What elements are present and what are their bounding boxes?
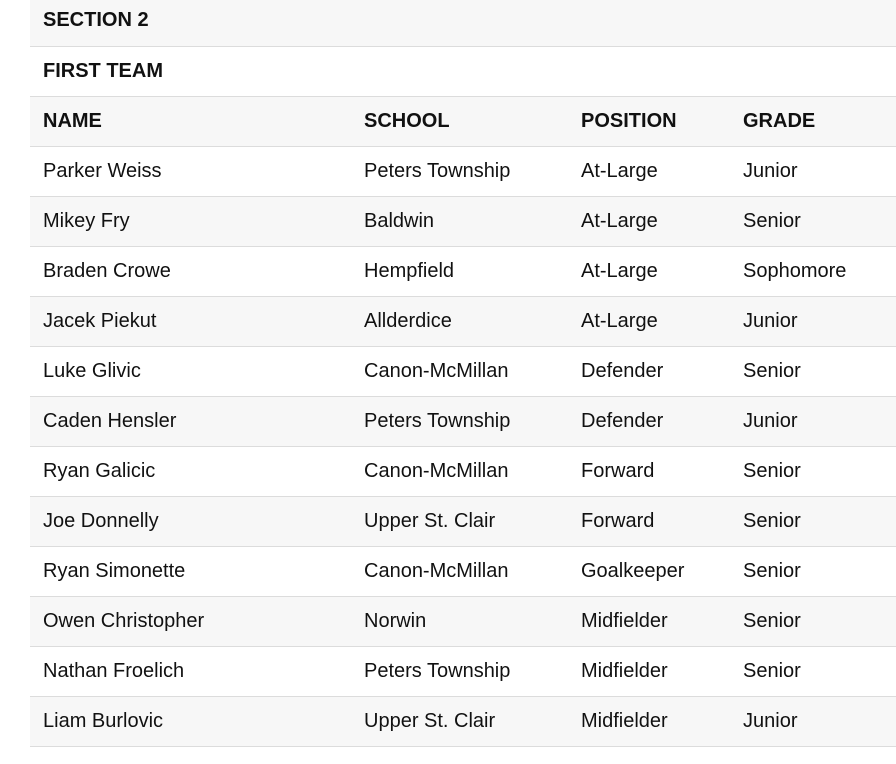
player-school: Norwin xyxy=(351,596,568,647)
player-position: Midfielder xyxy=(568,646,730,697)
player-grade: Senior xyxy=(730,196,896,247)
table-row: Caden Hensler Peters Township Defender Juni… xyxy=(30,396,896,447)
player-name: Parker Weiss xyxy=(30,146,351,197)
player-grade: Senior xyxy=(730,546,896,597)
player-name: Nathan Froelich xyxy=(30,646,351,697)
player-grade: Senior xyxy=(730,496,896,547)
player-school: Peters Township xyxy=(351,146,568,197)
player-name: Luke Glivic xyxy=(30,346,351,397)
player-name: Mikey Fry xyxy=(30,196,351,247)
player-grade: Senior xyxy=(730,596,896,647)
player-grade: Senior xyxy=(730,446,896,497)
player-position: Goalkeeper xyxy=(568,546,730,597)
player-name: Jacek Piekut xyxy=(30,296,351,347)
player-position: Forward xyxy=(568,496,730,547)
table-row: Jacek Piekut Allderdice At-Large Junior xyxy=(30,296,896,347)
player-school: Allderdice xyxy=(351,296,568,347)
player-position: Midfielder xyxy=(568,696,730,747)
table-row: Ryan Simonette Canon-McMillan Goalkeeper Se… xyxy=(30,546,896,597)
player-grade: Junior xyxy=(730,146,896,197)
player-position: Midfielder xyxy=(568,596,730,647)
table-row: Luke Glivic Canon-McMillan Defender Senior xyxy=(30,346,896,397)
header-school: SCHOOL xyxy=(351,96,568,147)
player-name: Caden Hensler xyxy=(30,396,351,447)
table-row: Ryan Galicic Canon-McMillan Forward Senior xyxy=(30,446,896,497)
player-position: Defender xyxy=(568,396,730,447)
team-title: FIRST TEAM xyxy=(30,46,896,97)
player-position: At-Large xyxy=(568,146,730,197)
player-school: Peters Township xyxy=(351,646,568,697)
player-grade: Junior xyxy=(730,296,896,347)
player-grade: Sophomore xyxy=(730,246,896,297)
header-position: POSITION xyxy=(568,96,730,147)
player-school: Canon-McMillan xyxy=(351,346,568,397)
team-row: FIRST TEAM xyxy=(30,46,896,97)
player-school: Hempfield xyxy=(351,246,568,297)
header-name: NAME xyxy=(30,96,351,147)
header-row: NAME SCHOOL POSITION GRADE xyxy=(30,96,896,147)
player-school: Canon-McMillan xyxy=(351,546,568,597)
table-row: Owen Christopher Norwin Midfielder Senior xyxy=(30,596,896,647)
table-row: Joe Donnelly Upper St. Clair Forward Senior xyxy=(30,496,896,547)
player-school: Baldwin xyxy=(351,196,568,247)
player-position: Forward xyxy=(568,446,730,497)
player-position: Defender xyxy=(568,346,730,397)
section-row: SECTION 2 xyxy=(30,0,896,47)
player-name: Ryan Simonette xyxy=(30,546,351,597)
player-grade: Senior xyxy=(730,346,896,397)
table-row: Braden Crowe Hempfield At-Large Sophomore xyxy=(30,246,896,297)
player-name: Braden Crowe xyxy=(30,246,351,297)
player-position: At-Large xyxy=(568,296,730,347)
player-school: Upper St. Clair xyxy=(351,496,568,547)
header-grade: GRADE xyxy=(730,96,896,147)
player-school: Canon-McMillan xyxy=(351,446,568,497)
player-name: Joe Donnelly xyxy=(30,496,351,547)
player-position: At-Large xyxy=(568,196,730,247)
all-conference-table: SECTION 2 FIRST TEAM NAME SCHOOL POSITIO… xyxy=(30,0,896,747)
player-grade: Senior xyxy=(730,646,896,697)
section-title: SECTION 2 xyxy=(30,0,896,47)
player-position: At-Large xyxy=(568,246,730,297)
player-school: Peters Township xyxy=(351,396,568,447)
player-grade: Junior xyxy=(730,396,896,447)
table-row: Nathan Froelich Peters Township Midfielder… xyxy=(30,646,896,697)
player-school: Upper St. Clair xyxy=(351,696,568,747)
player-name: Ryan Galicic xyxy=(30,446,351,497)
table-row: Mikey Fry Baldwin At-Large Senior xyxy=(30,196,896,247)
player-name: Owen Christopher xyxy=(30,596,351,647)
player-grade: Junior xyxy=(730,696,896,747)
table-row: Liam Burlovic Upper St. Clair Midfielder Ju… xyxy=(30,696,896,747)
table-row: Parker Weiss Peters Township At-Large Junio… xyxy=(30,146,896,197)
player-name: Liam Burlovic xyxy=(30,696,351,747)
